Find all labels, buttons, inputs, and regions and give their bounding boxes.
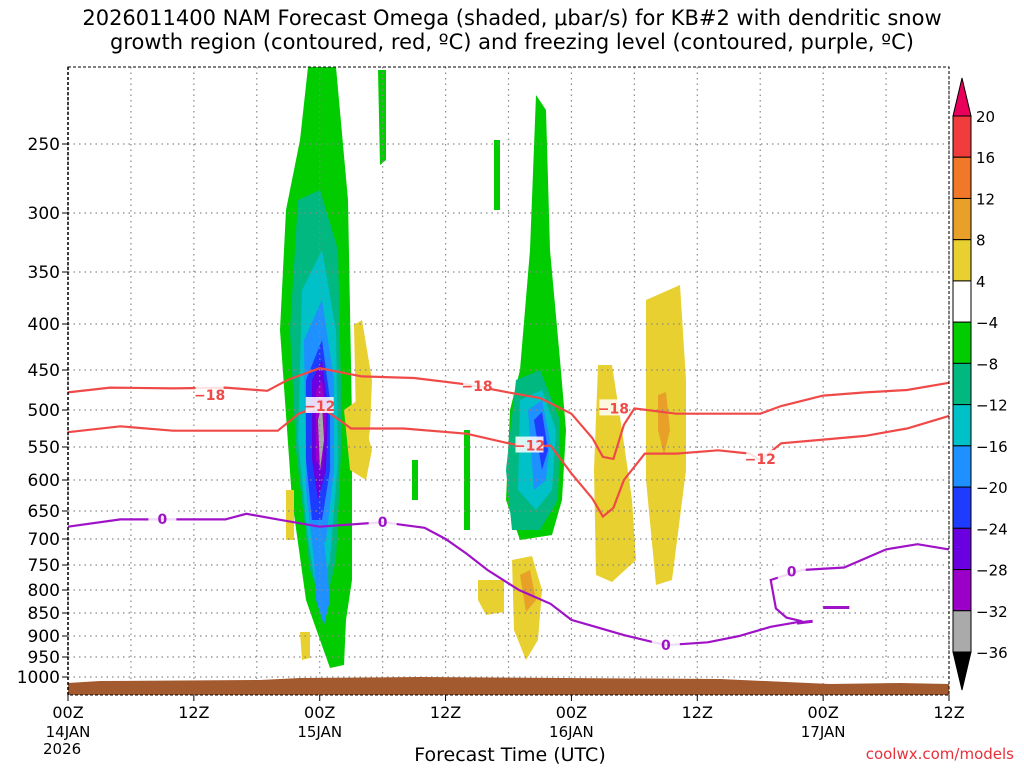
x-tick-date: 14JAN bbox=[46, 723, 91, 741]
colorbar-label: 8 bbox=[976, 232, 986, 250]
contours: −18 −18 −18 −12 −12 −12 0 0 0 0 bbox=[67, 367, 950, 654]
colorbar-label: −36 bbox=[976, 644, 1008, 662]
y-tick-label: 450 bbox=[28, 361, 60, 381]
y-tick-label: 650 bbox=[28, 502, 60, 522]
chart-title-line-1: 2026011400 NAM Forecast Omega (shaded, μ… bbox=[82, 6, 942, 30]
contour-label: −12 bbox=[514, 439, 545, 455]
colorbar-label: −32 bbox=[976, 603, 1008, 621]
colorbar-label: −12 bbox=[976, 397, 1008, 415]
y-axis: 250 300 350 400 450 500 550 600 650 700 750 800 850 9… bbox=[17, 135, 68, 688]
contour-label: −18 bbox=[194, 388, 225, 404]
y-tick-label: 400 bbox=[28, 315, 60, 335]
contour-label: −12 bbox=[304, 399, 335, 415]
contour-label: 0 bbox=[378, 515, 388, 531]
y-tick-label: 900 bbox=[28, 627, 60, 647]
colorbar: 20 16 12 8 4 −4 −8 −12 −16 −20 −24 −28 −32 −36 bbox=[952, 77, 1008, 691]
plot-frame bbox=[67, 66, 950, 696]
terrain bbox=[68, 677, 949, 695]
colorbar-label: −4 bbox=[976, 314, 998, 332]
grid bbox=[67, 67, 950, 695]
y-tick-label: 700 bbox=[28, 530, 60, 550]
x-axis-year: 2026 bbox=[43, 740, 82, 758]
colorbar-label: −28 bbox=[976, 562, 1008, 580]
x-tick-date: 17JAN bbox=[801, 723, 846, 741]
colorbar-band bbox=[952, 486, 972, 529]
contour-label: 0 bbox=[661, 638, 671, 654]
y-tick-label: 250 bbox=[28, 135, 60, 155]
x-tick-label: 00Z bbox=[304, 703, 335, 722]
contour-label: −18 bbox=[598, 401, 629, 417]
colorbar-band bbox=[952, 527, 972, 571]
colorbar-band bbox=[952, 445, 972, 488]
y-tick-label: 800 bbox=[28, 581, 60, 601]
colorbar-band bbox=[952, 610, 972, 653]
x-tick-label: 00Z bbox=[556, 703, 587, 722]
contour-line bbox=[67, 367, 950, 461]
contour-fragment bbox=[796, 619, 813, 625]
contour-label-bg bbox=[651, 636, 680, 653]
contour-label-bg bbox=[148, 509, 177, 526]
contour-label: 0 bbox=[158, 512, 168, 528]
y-tick-label: 750 bbox=[28, 556, 60, 576]
y-tick-label: 950 bbox=[28, 648, 60, 668]
colorbar-band bbox=[952, 280, 972, 323]
colorbar-label: −24 bbox=[976, 520, 1008, 538]
colorbar-label: −8 bbox=[976, 355, 998, 373]
colorbar-label: 16 bbox=[976, 149, 995, 167]
x-tick-label: 12Z bbox=[933, 703, 964, 722]
colorbar-band bbox=[952, 239, 972, 282]
colorbar-band bbox=[952, 115, 972, 158]
contour-label: 0 bbox=[787, 565, 797, 581]
colorbar-band bbox=[952, 197, 972, 241]
chart-title: 2026011400 NAM Forecast Omega (shaded, μ… bbox=[0, 6, 1024, 54]
y-tick-label: 500 bbox=[28, 401, 60, 421]
y-tick-label: 550 bbox=[28, 438, 60, 458]
chart-title-line-2: growth region (contoured, red, ºC) and f… bbox=[110, 30, 914, 54]
y-tick-label: 850 bbox=[28, 604, 60, 624]
omega-shading bbox=[280, 67, 686, 668]
contour-label-bg bbox=[599, 399, 628, 416]
contour-label-bg bbox=[368, 513, 397, 530]
x-tick-label: 00Z bbox=[807, 703, 838, 722]
colorbar-band bbox=[952, 321, 972, 364]
x-axis-label: Forecast Time (UTC) bbox=[414, 744, 606, 766]
x-tick-label: 12Z bbox=[430, 703, 461, 722]
contour-label-bg bbox=[195, 385, 224, 402]
colorbar-cap-bottom bbox=[952, 651, 972, 691]
colorbar-band bbox=[952, 156, 972, 199]
colorbar-label: 4 bbox=[976, 273, 986, 291]
credit-link[interactable]: coolwx.com/models bbox=[865, 745, 1014, 763]
colorbar-label: 12 bbox=[976, 190, 995, 208]
contour-label-bg bbox=[515, 436, 544, 453]
x-tick-date: 15JAN bbox=[297, 723, 342, 741]
colorbar-band bbox=[952, 569, 972, 612]
y-tick-label: 1000 bbox=[17, 668, 60, 688]
colorbar-band bbox=[952, 404, 972, 447]
contour-label-bg bbox=[305, 397, 334, 413]
contour-label-bg bbox=[463, 377, 492, 393]
x-tick-label: 12Z bbox=[682, 703, 713, 722]
contour-label-bg bbox=[746, 449, 775, 466]
x-tick-label: 00Z bbox=[52, 703, 83, 722]
contour-label: −18 bbox=[461, 379, 492, 395]
x-tick-date: 16JAN bbox=[549, 723, 594, 741]
colorbar-band bbox=[952, 362, 972, 406]
colorbar-label: −16 bbox=[976, 438, 1008, 456]
contour-label: −12 bbox=[745, 452, 776, 468]
contour-label-bg bbox=[777, 562, 806, 579]
colorbar-label: −20 bbox=[976, 479, 1008, 497]
colorbar-label: 20 bbox=[976, 108, 995, 126]
contour-line bbox=[67, 512, 950, 647]
y-tick-label: 350 bbox=[28, 263, 60, 283]
y-tick-label: 300 bbox=[28, 204, 60, 224]
y-tick-label: 600 bbox=[28, 471, 60, 491]
colorbar-cap-top bbox=[952, 77, 972, 117]
x-tick-label: 12Z bbox=[178, 703, 209, 722]
